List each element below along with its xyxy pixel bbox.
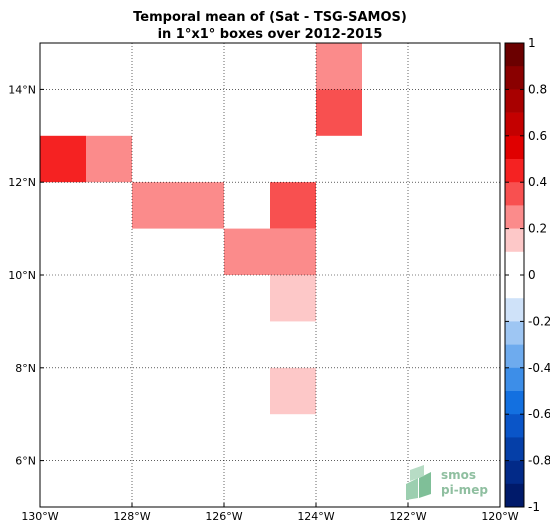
heatmap-cell-2	[132, 182, 178, 229]
colorbar-segment	[505, 112, 524, 137]
colorbar-segment	[505, 437, 524, 461]
colorbar-segment	[505, 135, 524, 160]
colorbar-tick-label: -0.6	[528, 407, 550, 421]
x-tick-label: 126°W	[205, 510, 242, 523]
logo-text-pimep: pi-mep	[441, 483, 488, 497]
heatmap-cell-9	[316, 43, 362, 90]
x-tick-label: 120°W	[481, 510, 518, 523]
colorbar-tick-label: 0.8	[528, 82, 547, 96]
heatmap-cells	[40, 43, 362, 415]
heatmap-cell-5	[224, 228, 270, 275]
x-tick-label: 130°W	[21, 510, 58, 523]
colorbar-segment	[505, 483, 524, 508]
y-tick-label: 8°N	[15, 362, 36, 375]
heatmap-cell-6	[270, 228, 316, 275]
smos-pi-mep-logo: smos pi-mep	[406, 465, 488, 500]
x-tick-label: 122°W	[389, 510, 426, 523]
colorbar	[504, 42, 525, 508]
heatmap-cell-1	[86, 135, 132, 183]
colorbar-tick-label: 0.2	[528, 222, 547, 236]
chart-title-line2: in 1°x1° boxes over 2012-2015	[158, 27, 383, 42]
colorbar-segment	[505, 367, 524, 392]
colorbar-segment	[505, 275, 524, 299]
colorbar-segment	[505, 66, 524, 90]
heatmap-cell-7	[270, 275, 316, 322]
x-tick-label: 128°W	[113, 510, 150, 523]
gridlines	[40, 43, 500, 507]
colorbar-segment	[505, 205, 524, 229]
colorbar-segment	[505, 251, 524, 276]
x-axis: 130°W 128°W 126°W 124°W 122°W 120°W	[21, 503, 519, 523]
y-tick-label: 10°N	[8, 269, 36, 282]
heatmap-cell-0	[40, 135, 86, 183]
heatmap-cell-10	[316, 89, 362, 136]
heatmap-cell-4	[270, 182, 316, 229]
colorbar-segment	[505, 460, 524, 485]
y-tick-label: 6°N	[15, 455, 36, 468]
colorbar-ticks: 1 0.8 0.6 0.4 0.2 0 -0.2 -0.4 -0.6 -0.8 -1	[505, 36, 550, 514]
colorbar-segment	[505, 159, 524, 183]
logo-text-smos: smos	[441, 468, 476, 482]
colorbar-segment	[505, 43, 524, 67]
colorbar-segment	[505, 182, 524, 206]
colorbar-segment	[505, 344, 524, 369]
colorbar-tick-label: -0.4	[528, 361, 550, 375]
y-tick-label: 14°N	[8, 83, 36, 96]
colorbar-tick-label: 0.6	[528, 129, 547, 143]
colorbar-tick-label: -0.2	[528, 314, 550, 328]
colorbar-tick-label: 0	[528, 268, 536, 282]
colorbar-segment	[505, 321, 524, 345]
colorbar-segment	[505, 414, 524, 438]
colorbar-segment	[505, 89, 524, 113]
chart-title-line1: Temporal mean of (Sat - TSG-SAMOS)	[133, 10, 407, 25]
colorbar-segment	[505, 298, 524, 322]
colorbar-segment	[505, 228, 524, 253]
logo-mark-icon	[406, 465, 431, 500]
y-tick-label: 12°N	[8, 176, 36, 189]
y-axis: 6°N 8°N 10°N 12°N 14°N	[8, 83, 44, 468]
x-tick-label: 124°W	[297, 510, 334, 523]
heatmap-cell-8	[270, 367, 316, 415]
heatmap-cell-3	[178, 182, 224, 229]
colorbar-tick-label: 0.4	[528, 175, 547, 189]
colorbar-segment	[505, 391, 524, 415]
colorbar-tick-label: 1	[528, 36, 536, 50]
colorbar-tick-label: -1	[528, 500, 540, 514]
colorbar-tick-label: -0.8	[528, 454, 550, 468]
